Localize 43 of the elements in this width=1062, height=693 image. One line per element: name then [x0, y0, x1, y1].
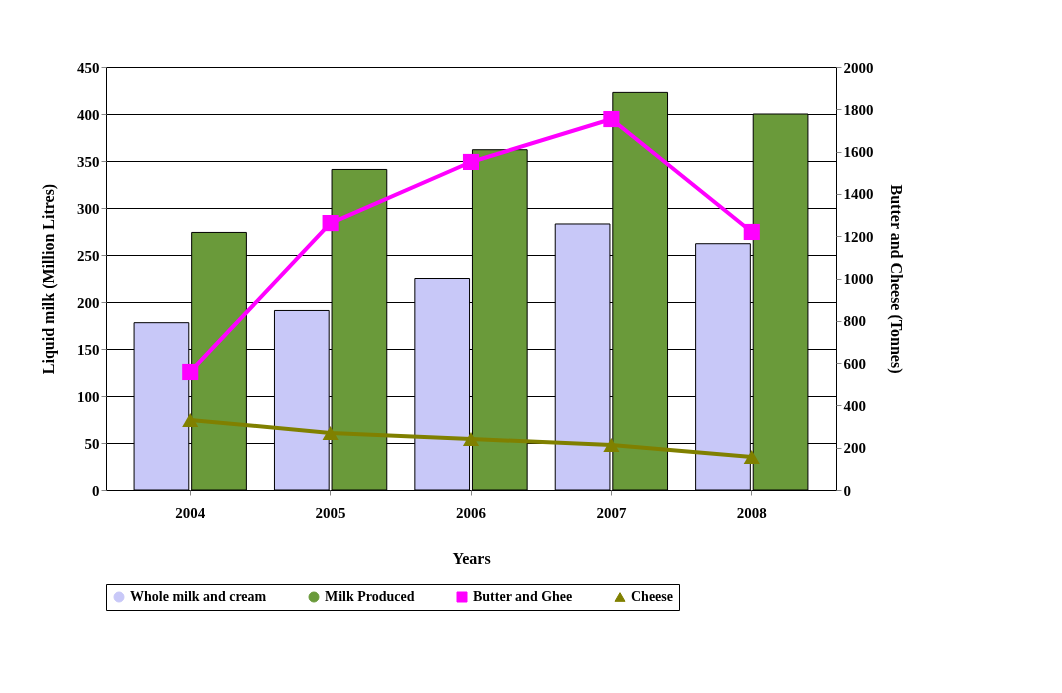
- x-tick-label: 2008: [736, 504, 767, 521]
- x-tick-label: 2007: [596, 504, 627, 521]
- x-tick-label: 2004: [175, 504, 206, 521]
- y-tick-label: 300: [77, 200, 100, 217]
- point: [462, 432, 480, 447]
- y2-axis-title: Butter and Cheese (Tonnes): [886, 184, 905, 374]
- y-tick-label: 400: [77, 106, 100, 123]
- y2-tick-label: 1800: [843, 101, 874, 118]
- x-axis-title: Years: [452, 549, 491, 567]
- y2-tick-label: 1400: [843, 186, 874, 203]
- point: [743, 223, 760, 241]
- point: [322, 215, 339, 232]
- legend-label: Whole milk and cream: [130, 589, 267, 604]
- y-tick-label: 100: [77, 388, 100, 405]
- y2-tick-label: 0: [843, 482, 851, 499]
- point: [743, 450, 760, 464]
- y2-tick-label: 600: [843, 355, 866, 372]
- y2-tick-label: 2000: [843, 59, 874, 76]
- point: [182, 413, 199, 427]
- point: [603, 110, 620, 128]
- y-tick-label: 150: [77, 341, 100, 358]
- y-axis-title: Liquid milk (Million Litres): [40, 183, 58, 375]
- point: [322, 425, 339, 440]
- y2-tick-label: 1200: [843, 228, 874, 245]
- x-tick-label: 2005: [315, 504, 346, 521]
- y2-tick-label: 800: [843, 313, 866, 330]
- x-tick-label: 2006: [456, 504, 487, 521]
- legend-label: Milk Produced: [325, 589, 415, 604]
- y2-tick-label: 400: [843, 397, 866, 414]
- y2-tick-label: 1000: [843, 271, 874, 287]
- point: [603, 437, 620, 452]
- legend-label: Butter and Ghee: [473, 589, 573, 604]
- y2-tick-label: 200: [843, 440, 866, 457]
- y-tick-label: 350: [77, 153, 100, 170]
- legend-label: Cheese: [631, 589, 673, 604]
- y-tick-label: 0: [92, 482, 100, 499]
- y-tick-label: 200: [77, 294, 100, 311]
- y-tick-label: 250: [77, 247, 100, 264]
- point: [182, 363, 199, 381]
- y-tick-label: 50: [84, 435, 100, 452]
- point: [462, 153, 480, 171]
- y-tick-label: 450: [77, 59, 100, 76]
- y2-tick-label: 1600: [843, 144, 874, 161]
